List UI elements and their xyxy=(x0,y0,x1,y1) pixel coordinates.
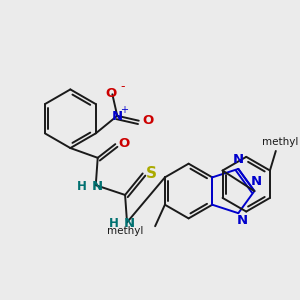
Text: N: N xyxy=(251,175,262,188)
Text: N: N xyxy=(233,153,244,166)
Text: methyl: methyl xyxy=(107,226,143,236)
Text: N: N xyxy=(237,214,248,227)
Text: methyl: methyl xyxy=(262,137,298,147)
Text: N: N xyxy=(123,217,134,230)
Text: N: N xyxy=(112,110,123,123)
Text: +: + xyxy=(120,105,128,115)
Text: H: H xyxy=(108,217,118,230)
Text: O: O xyxy=(142,114,153,127)
Text: O: O xyxy=(106,87,117,100)
Text: H: H xyxy=(77,180,87,193)
Text: S: S xyxy=(146,166,157,181)
Text: -: - xyxy=(120,80,124,93)
Text: N: N xyxy=(92,180,103,193)
Text: O: O xyxy=(118,137,130,150)
